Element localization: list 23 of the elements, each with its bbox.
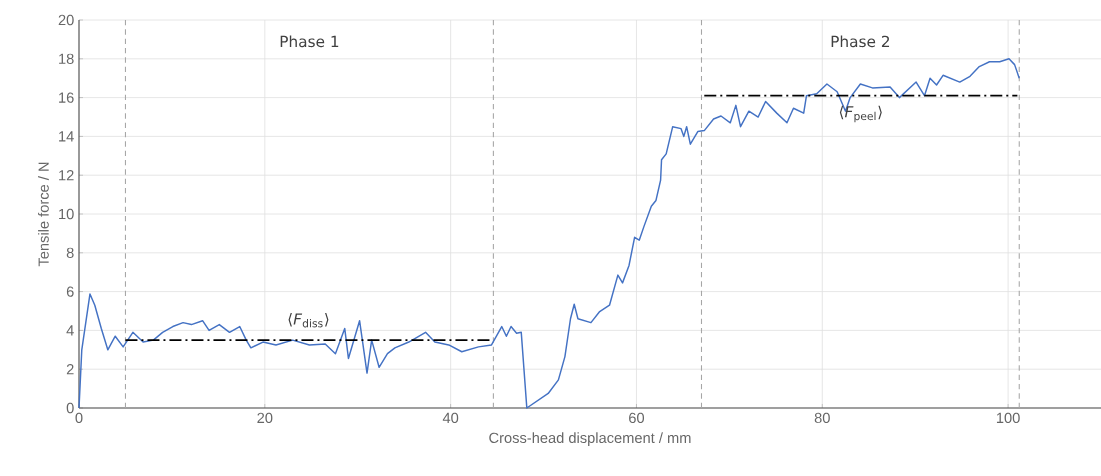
x-tick-label: 0	[75, 412, 83, 424]
y-tick-label: 12	[59, 170, 74, 181]
x-tick-label: 80	[814, 412, 830, 424]
x-tick-label: 100	[996, 412, 1020, 424]
y-axis-title: Tensile force / N	[38, 162, 49, 267]
y-tick-label: 10	[59, 208, 74, 220]
x-tick-label: 20	[257, 412, 273, 424]
y-tick-label: 2	[66, 364, 74, 375]
annotation: ⟨F$_{diss}$⟩	[288, 312, 329, 328]
y-tick-label: 16	[59, 92, 74, 103]
x-tick-label: 60	[629, 412, 645, 424]
y-tick-label: 4	[66, 325, 74, 336]
x-tick-label: 40	[442, 412, 459, 424]
y-tick-label: 20	[58, 14, 74, 26]
y-tick-label: 14	[59, 131, 74, 142]
x-axis-title: Cross-head displacement / mm	[489, 432, 691, 446]
annotation: Phase 1	[280, 35, 339, 48]
annotation: Phase 2	[831, 35, 890, 48]
y-tick-label: 8	[66, 247, 74, 258]
y-tick-label: 0	[66, 402, 74, 414]
y-tick-label: 18	[59, 53, 74, 64]
annotation: ⟨F$_{peel}$⟩	[839, 105, 882, 123]
y-tick-label: 6	[66, 286, 74, 297]
